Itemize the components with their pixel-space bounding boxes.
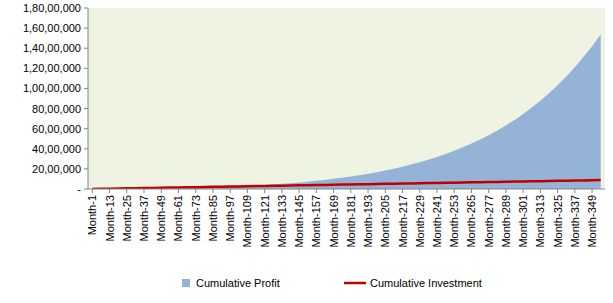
x-tick-label: Month-157	[310, 195, 322, 248]
x-tick	[592, 189, 593, 193]
y-tick-label: 1,20,00,000	[23, 62, 81, 74]
chart: - 20,00,000 40,00,000 60,00,000 80,00,000 1,0…	[0, 0, 613, 303]
x-tick	[92, 189, 93, 193]
legend-label: Cumulative Profit	[196, 277, 280, 289]
line-series	[92, 180, 600, 189]
x-tick	[350, 189, 351, 193]
legend-swatch	[182, 279, 190, 287]
x-axis	[88, 189, 605, 190]
x-tick	[402, 189, 403, 193]
x-tick	[557, 189, 558, 193]
x-tick-label: Month-241	[431, 195, 443, 248]
x-tick-label: Month-301	[517, 195, 529, 248]
y-tick	[84, 148, 88, 149]
x-tick-label: Month-49	[155, 195, 167, 241]
area-series	[92, 34, 600, 189]
x-tick-label: Month-181	[345, 195, 357, 248]
x-tick	[419, 189, 420, 193]
x-tick-label: Month-13	[104, 195, 116, 241]
y-tick	[84, 88, 88, 89]
x-tick-label: Month-97	[224, 195, 236, 241]
x-tick-label: Month-1	[86, 195, 98, 235]
x-tick	[316, 189, 317, 193]
data-group	[92, 34, 600, 189]
y-tick	[84, 168, 88, 169]
x-tick-label: Month-121	[259, 195, 271, 248]
x-tick-label: Month-277	[483, 195, 495, 248]
y-tick	[84, 48, 88, 49]
x-tick-label: Month-217	[397, 195, 409, 248]
x-tick-label: Month-61	[172, 195, 184, 241]
x-tick	[574, 189, 575, 193]
x-tick	[523, 189, 524, 193]
x-tick-label: Month-325	[552, 195, 564, 248]
x-tick-label: Month-265	[465, 195, 477, 248]
x-tick	[540, 189, 541, 193]
x-tick	[247, 189, 248, 193]
x-tick-label: Month-25	[121, 195, 133, 241]
x-tick-label: Month-169	[328, 195, 340, 248]
x-tick	[333, 189, 334, 193]
y-tick-label: 60,00,000	[32, 123, 81, 135]
x-tick	[178, 189, 179, 193]
x-tick	[144, 189, 145, 193]
x-tick-label: Month-313	[534, 195, 546, 248]
x-tick-label: Month-109	[241, 195, 253, 248]
y-tick	[84, 108, 88, 109]
x-tick	[368, 189, 369, 193]
x-tick-label: Month-193	[362, 195, 374, 248]
y-tick-label: -	[77, 183, 81, 195]
x-tick	[471, 189, 472, 193]
x-tick-label: Month-145	[293, 195, 305, 248]
x-tick	[385, 189, 386, 193]
y-tick	[84, 68, 88, 69]
x-tick	[264, 189, 265, 193]
x-tick	[299, 189, 300, 193]
x-tick	[161, 189, 162, 193]
x-tick-label: Month-229	[414, 195, 426, 248]
x-tick	[212, 189, 213, 193]
y-tick	[84, 8, 88, 9]
x-tick-label: Month-85	[207, 195, 219, 241]
y-tick-label: 1,00,00,000	[23, 82, 81, 94]
x-tick-label: Month-37	[138, 195, 150, 241]
x-tick	[230, 189, 231, 193]
y-tick	[84, 189, 88, 190]
x-tick-label: Month-253	[448, 195, 460, 248]
x-tick	[126, 189, 127, 193]
y-tick	[84, 128, 88, 129]
x-tick	[436, 189, 437, 193]
y-axis	[88, 8, 89, 189]
y-tick-label: 1,40,00,000	[23, 42, 81, 54]
x-tick-label: Month-205	[379, 195, 391, 248]
legend-swatch	[344, 282, 366, 285]
y-tick	[84, 28, 88, 29]
x-tick	[505, 189, 506, 193]
x-tick-label: Month-349	[586, 195, 598, 248]
x-tick	[488, 189, 489, 193]
x-tick-label: Month-289	[500, 195, 512, 248]
legend-label: Cumulative Investment	[370, 277, 482, 289]
y-tick-label: 1,60,00,000	[23, 22, 81, 34]
x-tick	[454, 189, 455, 193]
y-tick-label: 20,00,000	[32, 163, 81, 175]
x-tick	[281, 189, 282, 193]
y-tick-label: 80,00,000	[32, 103, 81, 115]
y-tick-label: 40,00,000	[32, 143, 81, 155]
x-tick	[195, 189, 196, 193]
x-tick-label: Month-73	[190, 195, 202, 241]
plot-background	[88, 8, 605, 189]
x-tick	[109, 189, 110, 193]
y-tick-label: 1,80,00,000	[23, 2, 81, 14]
x-tick-label: Month-133	[276, 195, 288, 248]
x-tick-label: Month-337	[569, 195, 581, 248]
